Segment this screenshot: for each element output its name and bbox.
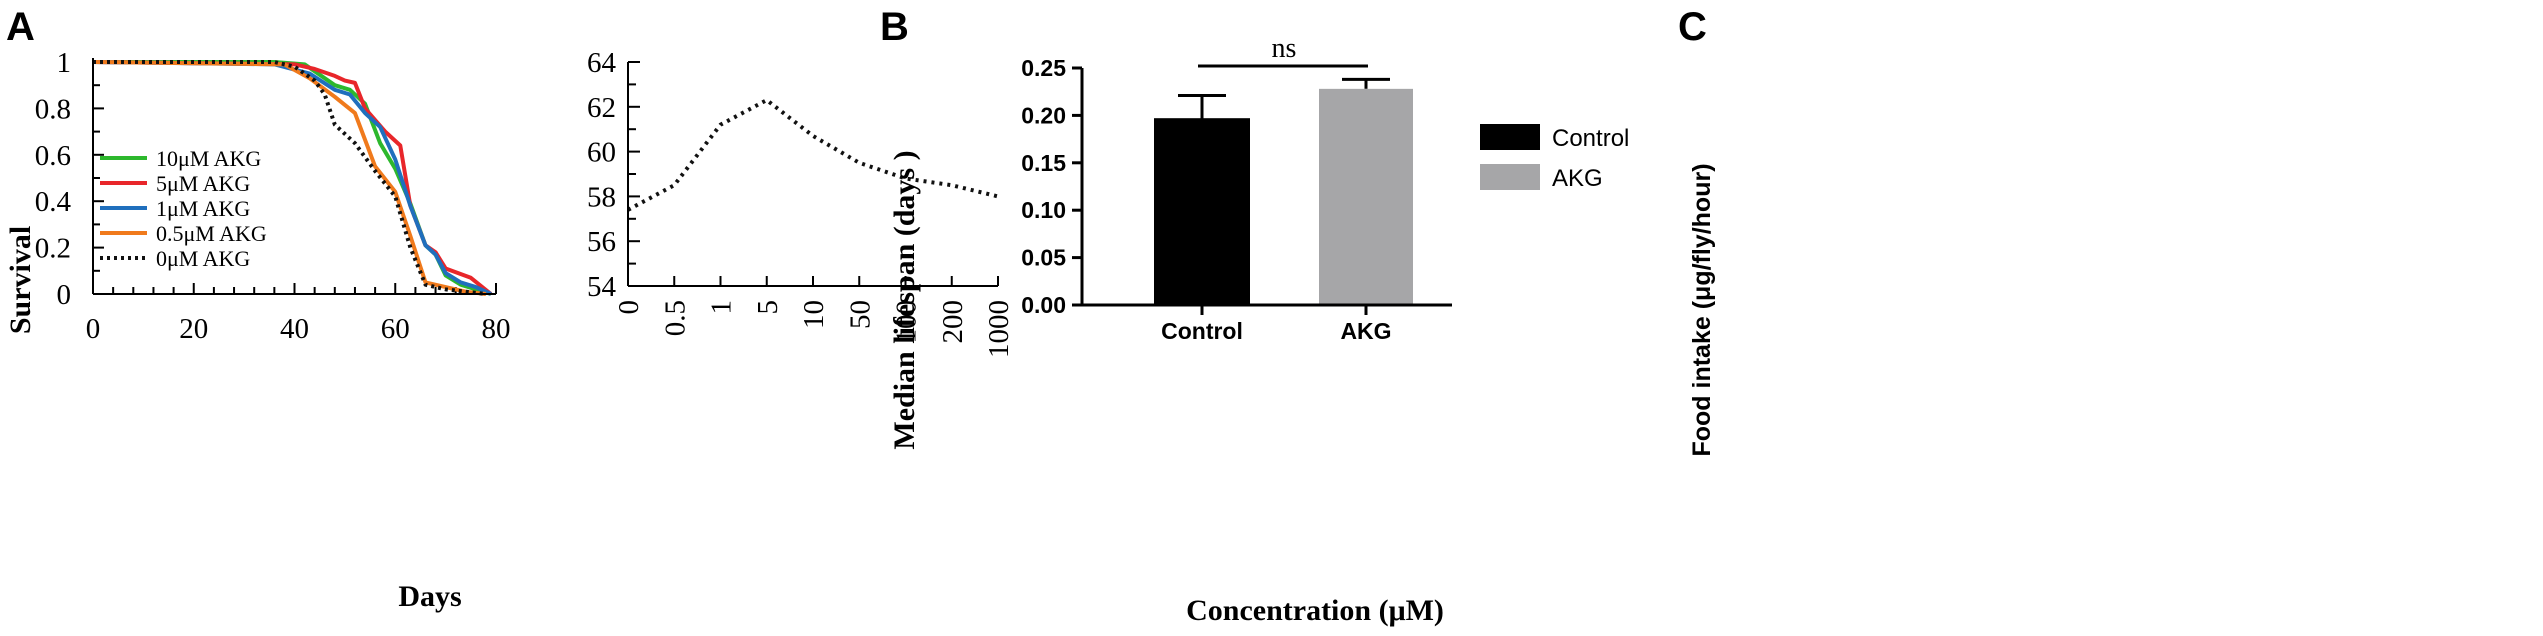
x-tick-label: AKG xyxy=(1340,318,1391,344)
panel-c-ticks: 0.00 0.05 0.10 0.15 0.20 0.25 xyxy=(1021,55,1082,318)
panel-b-x-label: Concentration (μM) xyxy=(1186,594,1444,627)
legend-swatch xyxy=(1480,164,1540,190)
y-tick-label: 0 xyxy=(57,279,72,311)
legend-label: 5μM AKG xyxy=(156,171,250,196)
panel-letter-a: A xyxy=(6,5,35,49)
panel-b-ticks: 54 56 58 60 62 64 0 0.5 1 5 10 50 100 200 1000 xyxy=(587,47,1015,358)
y-tick-label: 56 xyxy=(587,226,616,258)
x-tick-label: 1 xyxy=(706,300,738,315)
panel-c-food-intake-chart: 0.00 0.05 0.10 0.15 0.20 0.25 Control AKG ns C… xyxy=(1021,33,1716,457)
y-tick-label: 0.25 xyxy=(1021,55,1066,81)
legend-label: 0.5μM AKG xyxy=(156,221,267,246)
panel-c-y-label: Food intake (μg/fly/hour) xyxy=(1688,163,1716,456)
panel-letter-b: B xyxy=(880,5,909,49)
panel-c-bars: Control AKG xyxy=(1154,77,1413,344)
panel-b-lifespan-chart: 54 56 58 60 62 64 0 0.5 1 5 10 50 100 200 1000 Concent… xyxy=(587,47,1444,627)
panel-c-legend: Control AKG xyxy=(1480,124,1629,192)
series-line xyxy=(92,60,492,296)
x-tick-label: 60 xyxy=(381,313,410,345)
y-tick-label: 0.6 xyxy=(35,140,71,172)
x-tick-label: 0.5 xyxy=(659,300,691,336)
legend-label: 0μM AKG xyxy=(156,246,250,271)
x-tick-label: 0 xyxy=(613,300,645,315)
y-tick-label: 0.4 xyxy=(35,186,72,218)
legend-label: AKG xyxy=(1552,165,1603,192)
panel-a-ticks: 0 20 40 60 80 0 0.2 0.4 0.6 0.8 1 xyxy=(35,47,511,345)
x-tick-label: 80 xyxy=(482,313,511,345)
series-line xyxy=(92,60,487,296)
panel-b-y-label: Median lifespan (days ) xyxy=(888,150,921,449)
legend-label: 1μM AKG xyxy=(156,196,250,221)
x-tick-label: 1000 xyxy=(983,300,1015,358)
y-tick-label: 0.20 xyxy=(1021,102,1066,128)
series-line xyxy=(92,60,493,296)
legend-swatch xyxy=(1480,124,1540,150)
y-tick-label: 0.05 xyxy=(1021,245,1066,271)
panel-a-x-label: Days xyxy=(398,580,461,613)
x-tick-label: 40 xyxy=(280,313,309,345)
y-tick-label: 62 xyxy=(587,92,616,124)
significance-label: ns xyxy=(1272,33,1297,64)
y-tick-label: 64 xyxy=(587,47,617,79)
bar xyxy=(1319,88,1413,305)
y-tick-label: 0.15 xyxy=(1021,150,1066,176)
panel-a-y-label: Survival xyxy=(4,226,37,334)
x-tick-label: 200 xyxy=(937,300,969,344)
y-tick-label: 60 xyxy=(587,137,616,169)
panel-a-lines xyxy=(92,60,493,296)
panel-b-lines xyxy=(627,97,999,212)
panel-letter-c: C xyxy=(1678,5,1707,49)
y-tick-label: 58 xyxy=(587,181,616,213)
y-tick-label: 1 xyxy=(57,47,72,79)
y-tick-label: 0.2 xyxy=(35,233,71,265)
series-line xyxy=(93,60,487,296)
y-tick-label: 0.10 xyxy=(1021,197,1066,223)
x-tick-label: 5 xyxy=(752,300,784,315)
x-tick-label: 100 xyxy=(891,300,923,344)
panel-c-significance: ns xyxy=(1198,33,1368,68)
series-line xyxy=(627,97,999,212)
bar xyxy=(1154,118,1250,306)
legend-label: Control xyxy=(1552,125,1629,152)
x-tick-label: 50 xyxy=(844,300,876,329)
series-line xyxy=(93,60,492,296)
legend-label: 10μM AKG xyxy=(156,146,261,171)
y-tick-label: 0.00 xyxy=(1021,292,1066,318)
x-tick-label: 20 xyxy=(179,313,208,345)
x-tick-label: 0 xyxy=(86,313,101,345)
x-tick-label: 10 xyxy=(798,300,830,329)
x-tick-label: Control xyxy=(1161,318,1243,344)
y-tick-label: 0.8 xyxy=(35,93,71,125)
y-tick-label: 54 xyxy=(587,271,617,303)
